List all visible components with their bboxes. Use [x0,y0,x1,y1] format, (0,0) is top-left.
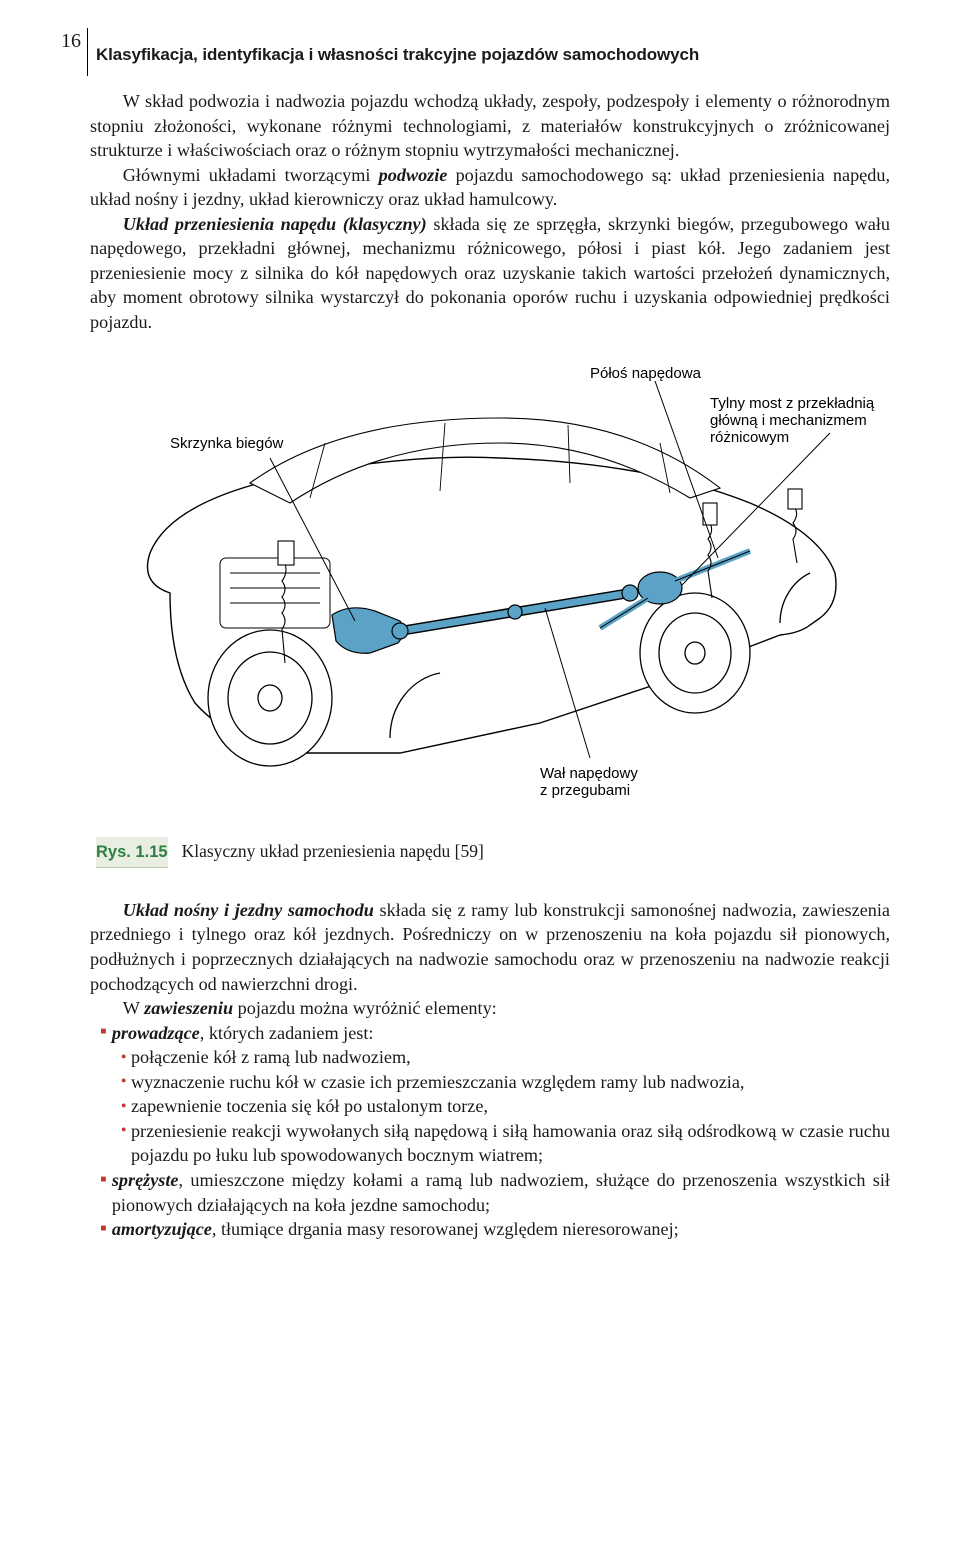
text: , tłumiące drgania masy resorowanej wzgl… [212,1219,679,1239]
list-item: amortyzujące, tłumiące drgania masy reso… [112,1217,890,1242]
text: pojazdu można wyróżnić elementy: [233,998,497,1018]
paragraph: Układ przeniesienia napędu (klasyczny) s… [90,212,890,335]
body-text-upper: W skład podwozia i nadwozia pojazdu wcho… [90,89,890,335]
emphasis-zawieszenie: zawieszeniu [144,998,233,1018]
emphasis-prowadzace: prowadzące [112,1023,200,1043]
figure-caption: Rys. 1.15 Klasyczny układ przeniesienia … [96,837,890,868]
list-item: zapewnienie toczenia się kół po ustalony… [131,1094,890,1119]
text: W skład podwozia i nadwozia pojazdu wcho… [90,91,890,160]
sub-list: połączenie kół z ramą lub nadwoziem, wyz… [112,1045,890,1168]
label-gearbox: Skrzynka biegów [170,435,284,452]
emphasis-sprezyste: sprężyste [112,1170,179,1190]
car-drive-diagram: Skrzynka biegów Półoś napędowa Tylny mos… [100,363,880,823]
emphasis-amortyzujace: amortyzujące [112,1219,212,1239]
label-rear-axle: Tylny most z przekładnią główną i mechan… [710,395,878,446]
text: Głównymi układami tworzącymi [123,165,379,185]
emphasis-drive-system: Układ przeniesienia napędu (klasyczny) [123,214,427,234]
text: W [123,998,144,1018]
emphasis-suspension-system: Układ nośny i jezdny samochodu [123,900,374,920]
figure-label: Rys. 1.15 [96,837,168,868]
text: , umieszczone między kołami a ramą lub n… [112,1170,890,1215]
paragraph: Układ nośny i jezdny samochodu składa si… [90,898,890,996]
paragraph: W skład podwozia i nadwozia pojazdu wcho… [90,89,890,163]
suspension-elements-list: prowadzące, których zadaniem jest: połąc… [90,1021,890,1242]
label-driveshaft: Wał napędowy z przegubami [540,765,642,799]
text: , których zadaniem jest: [200,1023,374,1043]
list-item: przeniesienie reakcji wywołanych siłą na… [131,1119,890,1168]
running-head: Klasyfikacja, identyfikacja i własności … [96,40,890,89]
figure-description: Klasyczny układ przeniesienia napędu [59… [182,840,484,864]
body-text-lower: Układ nośny i jezdny samochodu składa si… [90,898,890,1021]
paragraph: W zawieszeniu pojazdu można wyróżnić ele… [90,996,890,1021]
paragraph: Głównymi układami tworzącymi podwozie po… [90,163,890,212]
list-item: prowadzące, których zadaniem jest: połąc… [112,1021,890,1168]
page-number: 16 [61,30,81,52]
label-half-axle: Półoś napędowa [590,365,702,382]
figure-container: Skrzynka biegów Półoś napędowa Tylny mos… [90,363,890,823]
list-item: połączenie kół z ramą lub nadwoziem, [131,1045,890,1070]
page-number-block: 16 [48,28,88,76]
emphasis-podwozie: podwozie [379,165,448,185]
list-item: sprężyste, umieszczone między kołami a r… [112,1168,890,1217]
list-item: wyznaczenie ruchu kół w czasie ich przem… [131,1070,890,1095]
